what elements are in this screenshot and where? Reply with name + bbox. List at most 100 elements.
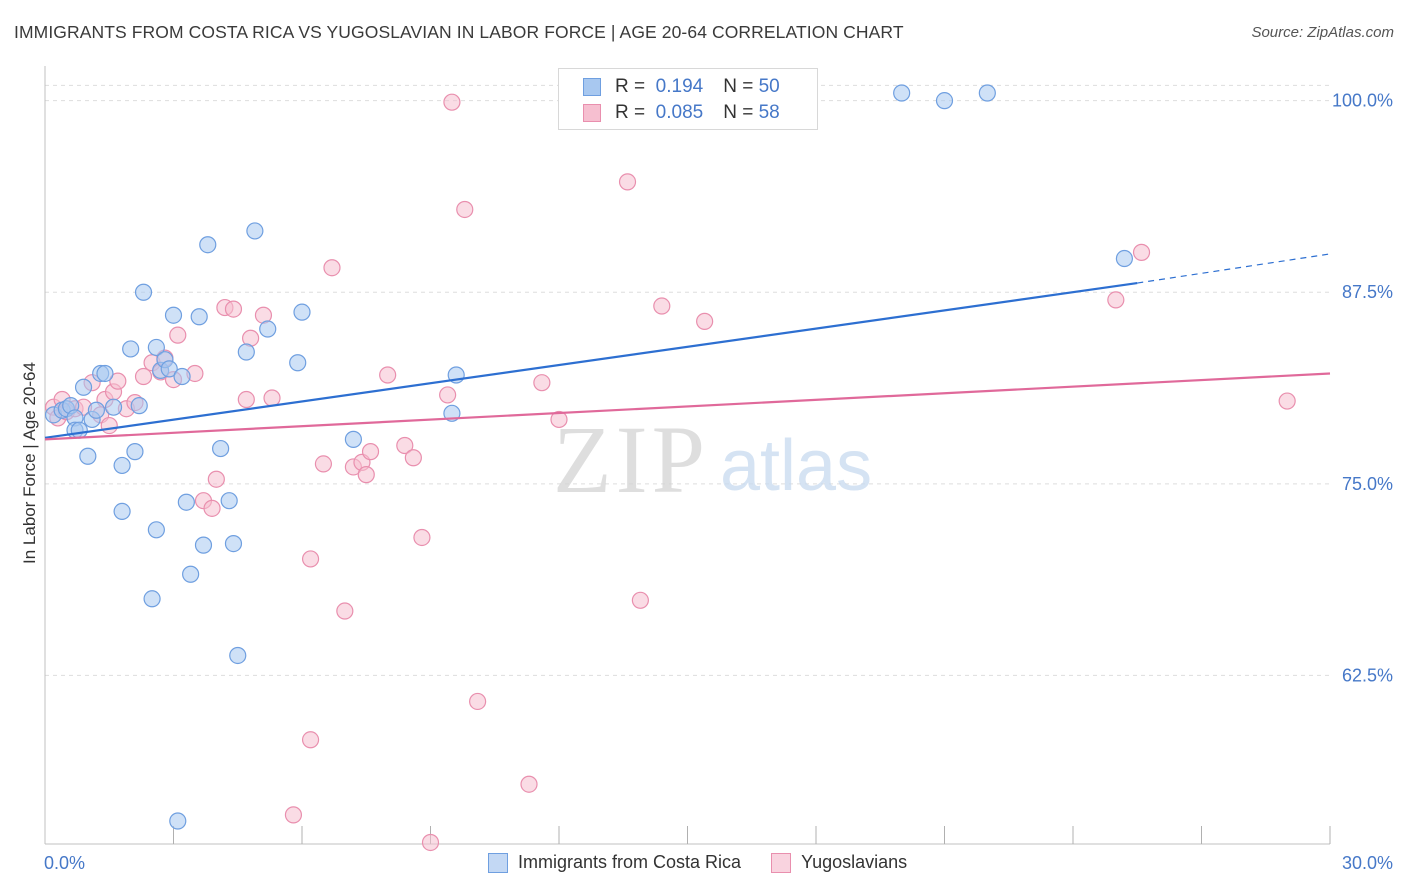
scatter-point — [113, 502, 131, 521]
scatter-point — [220, 492, 238, 510]
scatter-point — [396, 436, 414, 455]
y-tick-label: 62.5% — [1342, 665, 1393, 685]
scatter-point — [404, 449, 422, 467]
scatter-point — [182, 565, 200, 583]
legend-row-costa-rica: R = 0.194 N = 50 — [583, 75, 780, 99]
legend-n-value: 58 — [758, 102, 780, 123]
scatter-point — [1107, 291, 1125, 309]
scatter-point — [550, 410, 568, 429]
scatter-point — [520, 775, 538, 793]
scatter-point — [143, 590, 161, 608]
legend-n-value: 50 — [758, 76, 780, 97]
scatter-point — [361, 443, 380, 461]
scatter-point — [70, 421, 88, 439]
scatter-point — [421, 833, 440, 852]
scatter-point — [653, 297, 671, 315]
watermark-atlas: atlas — [720, 426, 872, 506]
bottom-legend-swatch-pink — [771, 852, 792, 873]
scatter-point — [160, 360, 178, 378]
scatter-point — [169, 812, 187, 830]
scatter-point — [456, 200, 474, 219]
scatter-point — [173, 367, 191, 386]
scatter-point — [314, 455, 333, 473]
scatter-point — [263, 389, 281, 407]
scatter-point — [190, 308, 208, 326]
scatter-point — [224, 534, 243, 553]
watermark: ZIP atlas — [553, 406, 872, 513]
legend-n-label: N = — [723, 76, 754, 97]
legend-box: R = 0.194 N = 50 R = 0.085 N = 58 — [558, 68, 818, 130]
trendline-costa-rica-extension — [1137, 253, 1331, 284]
y-tick-label: 87.5% — [1342, 282, 1393, 302]
scatter-point — [618, 173, 637, 191]
scatter-point — [443, 93, 461, 111]
scatter-point — [147, 521, 165, 539]
legend-n-label: N = — [723, 102, 754, 123]
scatter-point — [413, 528, 431, 547]
gridlines — [45, 84, 1330, 676]
scatter-point — [357, 466, 375, 484]
scatter-point — [134, 283, 153, 301]
scatter-point — [1115, 249, 1134, 268]
scatter-point — [631, 591, 649, 609]
y-tick-label: 75.0% — [1342, 474, 1393, 494]
watermark-zip: ZIP — [553, 406, 709, 513]
scatter-point — [1132, 243, 1151, 261]
bottom-legend: Immigrants from Costa Rica Yugoslavians — [488, 852, 937, 873]
scatter-point — [199, 236, 217, 254]
scatter-point — [289, 354, 307, 372]
scatter-point — [301, 731, 320, 749]
scatter-point — [194, 536, 213, 554]
scatter-point — [87, 401, 106, 419]
axes: 100.0% 87.5% 75.0% 62.5% 0.0% 30.0% — [44, 66, 1393, 873]
scatter-point — [104, 398, 123, 416]
legend-swatch-pink — [583, 104, 601, 122]
scatter-point — [935, 92, 954, 110]
scatter-point — [1278, 392, 1296, 410]
legend-r-value: 0.194 — [655, 76, 704, 97]
scatter-point — [203, 499, 221, 517]
series-costa-rica — [44, 84, 1134, 830]
scatter-point — [169, 326, 187, 344]
scatter-point — [379, 366, 397, 384]
scatter-point — [237, 343, 255, 361]
scatter-point — [439, 386, 457, 404]
y-axis-title: In Labor Force | Age 20-64 — [20, 362, 39, 564]
bottom-legend-costa-rica: Immigrants from Costa Rica — [488, 852, 741, 873]
legend-r-label: R = — [615, 76, 646, 97]
scatter-point — [237, 390, 255, 409]
series-yugoslavians — [44, 93, 1296, 852]
chart-title: IMMIGRANTS FROM COSTA RICA VS YUGOSLAVIA… — [14, 22, 904, 42]
scatter-point — [533, 374, 551, 392]
scatter-point — [100, 416, 118, 435]
legend-r-label: R = — [615, 102, 646, 123]
bottom-legend-label: Immigrants from Costa Rica — [518, 852, 742, 872]
legend-row-yugoslavians: R = 0.085 N = 58 — [583, 101, 780, 125]
scatter-point — [113, 456, 131, 475]
legend-r-value: 0.085 — [655, 102, 704, 123]
scatter-point — [207, 470, 225, 488]
scatter-point — [469, 692, 487, 711]
scatter-point — [126, 443, 144, 461]
scatter-point — [978, 84, 996, 102]
y-tick-label: 100.0% — [1332, 91, 1393, 111]
scatter-point — [177, 493, 195, 511]
scatter-point — [109, 372, 127, 390]
scatter-point — [284, 806, 303, 824]
scatter-point — [164, 306, 183, 324]
scatter-point — [893, 84, 911, 102]
chart-source: Source: ZipAtlas.com — [1251, 24, 1394, 41]
legend-swatch-blue — [583, 78, 601, 96]
scatter-point — [259, 320, 277, 338]
scatter-point — [74, 378, 93, 396]
trendline-yugoslavians — [44, 372, 1331, 441]
scatter-point — [293, 303, 311, 321]
trendline-costa-rica — [44, 281, 1138, 439]
scatter-point — [323, 259, 341, 277]
trendlines — [44, 253, 1331, 441]
bottom-legend-label: Yugoslavians — [801, 852, 908, 872]
scatter-point — [336, 602, 354, 620]
scatter-point — [147, 338, 165, 357]
scatter-point — [212, 439, 230, 458]
